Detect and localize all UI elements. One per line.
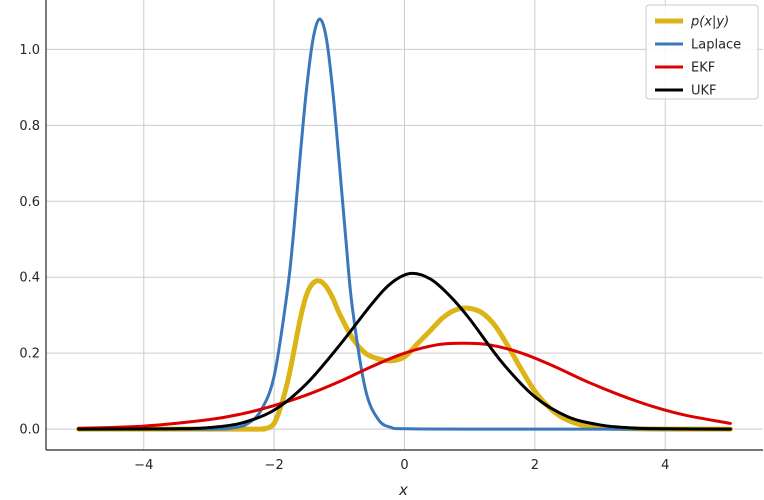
- axes: [45, 0, 763, 451]
- series-line-ukf: [77, 271, 732, 431]
- y-tick-label: 0.8: [19, 119, 40, 134]
- y-tick-label: 0.2: [19, 347, 40, 362]
- x-tick-label: −4: [134, 458, 153, 473]
- ticks: −4 −2 0 2 4 0.0 0.2 0.4 0.6 0.8 1.0: [19, 43, 669, 473]
- series-layer: [76, 17, 733, 432]
- legend: p(x|y) Laplace EKF UKF: [645, 4, 759, 100]
- legend-box: [645, 4, 759, 100]
- legend-label: p(x|y): [690, 15, 729, 30]
- series-line-laplace: [77, 17, 732, 431]
- y-tick-label: 0.0: [19, 423, 40, 438]
- y-tick-label: 1.0: [19, 43, 40, 58]
- legend-label: EKF: [691, 61, 715, 76]
- legend-label: Laplace: [691, 38, 741, 53]
- x-tick-label: −2: [265, 458, 284, 473]
- legend-label: UKF: [691, 84, 717, 99]
- x-axis-label: x: [398, 481, 408, 499]
- x-tick-label: 4: [661, 458, 669, 473]
- x-tick-label: 0: [400, 458, 408, 473]
- series-line-p-x-y: [76, 278, 733, 432]
- y-tick-label: 0.4: [19, 271, 40, 286]
- y-tick-label: 0.6: [19, 195, 40, 210]
- x-tick-label: 2: [531, 458, 539, 473]
- series-line-ekf: [77, 341, 732, 430]
